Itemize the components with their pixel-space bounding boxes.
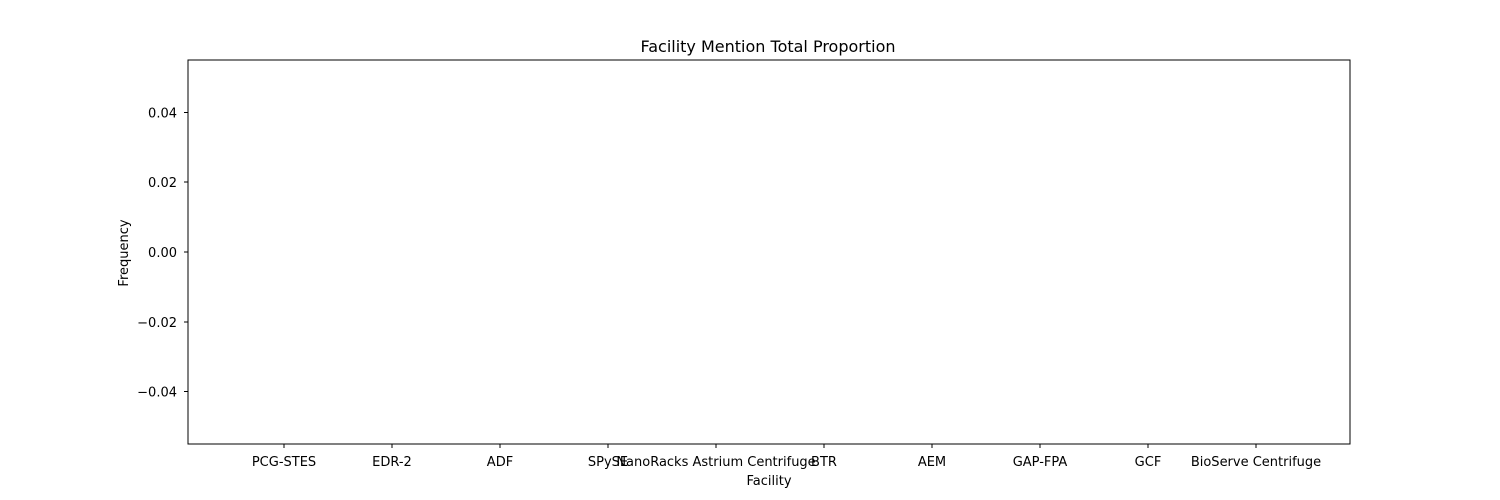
x-tick-label: ADF [487, 455, 513, 470]
x-tick-label: SPySE [588, 455, 628, 470]
y-tick-label: 0.04 [148, 106, 177, 121]
y-tick-label: −0.02 [137, 316, 177, 331]
x-tick-label: NanoRacks Astrium Centrifuge [616, 455, 815, 470]
x-tick-label: GCF [1135, 455, 1162, 470]
x-tick-label: GAP-FPA [1013, 455, 1068, 470]
plot-area-frame [187, 59, 1351, 445]
x-tick-label: BTR [811, 455, 837, 470]
x-axis-label: Facility [746, 474, 791, 489]
chart-title: Facility Mention Total Proportion [640, 37, 895, 56]
y-tick-label: −0.04 [137, 386, 177, 401]
y-tick-label: 0.00 [148, 246, 177, 261]
x-tick-label: BioServe Centrifuge [1191, 455, 1321, 470]
x-tick-label: EDR-2 [372, 455, 412, 470]
y-axis-label: Frequency [117, 219, 132, 286]
x-tick-label: AEM [918, 455, 946, 470]
y-axis-ticks: 0.04 0.02 0.00 −0.02 −0.04 [137, 106, 188, 401]
x-tick-label: PCG-STES [252, 455, 316, 470]
y-tick-label: 0.02 [148, 176, 177, 191]
